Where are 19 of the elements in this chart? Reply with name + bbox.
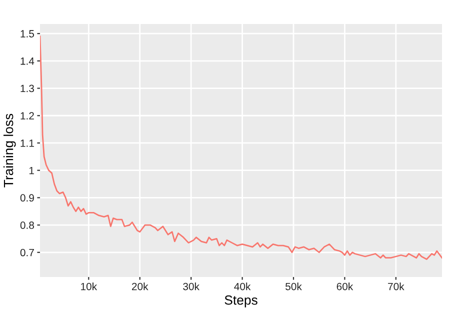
x-tick-label: 70k <box>388 282 404 290</box>
x-tick-label: 30k <box>183 282 200 290</box>
x-tick-label: 20k <box>132 282 148 290</box>
y-tick-label: 1.2 <box>20 112 34 120</box>
line-series <box>40 36 442 260</box>
y-tick-label: 1.3 <box>20 84 34 92</box>
y-tick-label: 0.7 <box>20 248 34 256</box>
y-tick-label: 1.4 <box>20 58 34 65</box>
y-axis-title: Training loss <box>4 114 16 188</box>
y-tick-label: 1 <box>29 166 34 174</box>
y-tick-label: 1.5 <box>20 30 34 38</box>
y-tick-label: 0.9 <box>20 194 34 202</box>
x-tick-label: 60k <box>336 282 354 290</box>
x-axis-title: Steps <box>224 295 258 308</box>
x-tick-label: 40k <box>234 282 251 290</box>
y-tick-label: 0.8 <box>20 222 34 229</box>
x-tick-label: 10k <box>81 282 98 290</box>
y-tick-label: 1.1 <box>20 140 34 147</box>
x-tick-label: 50k <box>286 282 302 290</box>
